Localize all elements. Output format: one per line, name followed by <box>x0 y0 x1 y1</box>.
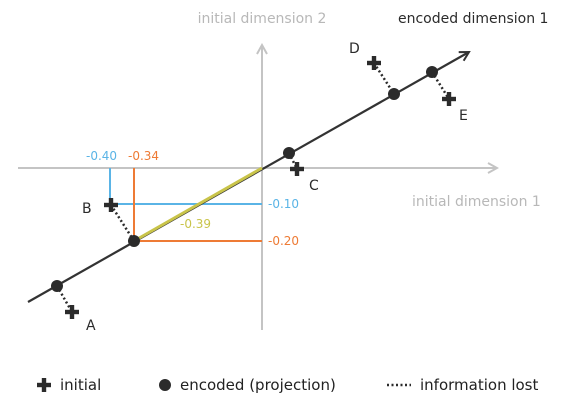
b-encoded-value: -0.39 <box>180 217 211 231</box>
legend-initial-label: initial <box>60 376 102 394</box>
point-label-c: C <box>309 178 319 194</box>
encoded-point-e <box>426 66 438 78</box>
legend-initial: initial <box>36 372 101 398</box>
legend-information-lost: information lost <box>386 372 538 398</box>
initial-points <box>65 56 456 319</box>
info-lost-d <box>372 62 396 95</box>
encoded-point-b <box>128 235 140 247</box>
initial-dimension-2-label: initial dimension 2 <box>198 11 327 27</box>
b-encoded-y-value: -0.20 <box>268 234 299 248</box>
dot-icon <box>159 379 171 391</box>
b-initial-guide <box>109 168 262 205</box>
encoded-point-a <box>51 280 63 292</box>
point-label-e: E <box>459 108 468 124</box>
b-encoded-x-value: -0.34 <box>128 149 159 163</box>
info-lost-b <box>109 204 136 242</box>
legend-information-lost-label: information lost <box>420 376 539 394</box>
legend-encoded-label: encoded (projection) <box>180 376 336 394</box>
initial-point-e <box>442 92 456 106</box>
initial-point-c <box>290 162 304 176</box>
information-lost-lines <box>55 62 451 313</box>
plus-icon <box>37 378 51 392</box>
legend-encoded: encoded (projection) <box>158 372 336 398</box>
legend: initial encoded (projection) information… <box>0 372 584 398</box>
point-label-b: B <box>82 201 92 217</box>
encoded-dimension-1-label: encoded dimension 1 <box>398 11 548 27</box>
initial-dimension-1-label: initial dimension 1 <box>412 194 541 210</box>
initial-point-a <box>65 305 79 319</box>
encoded-point-d <box>388 88 400 100</box>
point-label-a: A <box>86 318 96 334</box>
point-label-d: D <box>349 41 360 57</box>
encoded-points <box>51 66 438 292</box>
encoded-point-c <box>283 147 295 159</box>
b-initial-y-value: -0.10 <box>268 197 299 211</box>
initial-point-b <box>104 198 118 212</box>
b-initial-x-value: -0.40 <box>86 149 117 163</box>
dotted-line-icon <box>387 383 411 387</box>
initial-point-d <box>367 56 381 70</box>
b-encoded-value-segment <box>133 166 263 243</box>
